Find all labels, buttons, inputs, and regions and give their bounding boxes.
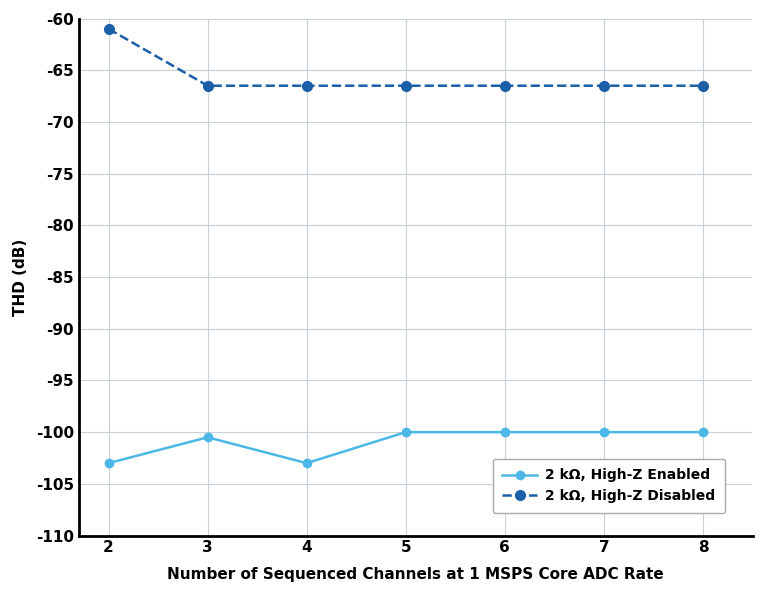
2 kΩ, High-Z Disabled	[500, 82, 509, 89]
2 kΩ, High-Z Disabled	[302, 82, 311, 89]
Legend: 2 kΩ, High-Z Enabled, 2 kΩ, High-Z Disabled: 2 kΩ, High-Z Enabled, 2 kΩ, High-Z Disab…	[493, 459, 725, 513]
X-axis label: Number of Sequenced Channels at 1 MSPS Core ADC Rate: Number of Sequenced Channels at 1 MSPS C…	[168, 567, 664, 582]
2 kΩ, High-Z Enabled	[203, 434, 212, 441]
2 kΩ, High-Z Enabled	[599, 428, 608, 435]
2 kΩ, High-Z Enabled	[104, 460, 113, 467]
Line: 2 kΩ, High-Z Enabled: 2 kΩ, High-Z Enabled	[104, 428, 707, 467]
2 kΩ, High-Z Enabled	[500, 428, 509, 435]
Line: 2 kΩ, High-Z Disabled: 2 kΩ, High-Z Disabled	[104, 24, 708, 90]
2 kΩ, High-Z Enabled	[302, 460, 311, 467]
2 kΩ, High-Z Disabled	[104, 26, 113, 33]
2 kΩ, High-Z Enabled	[698, 428, 708, 435]
2 kΩ, High-Z Disabled	[203, 82, 212, 89]
2 kΩ, High-Z Enabled	[401, 428, 410, 435]
2 kΩ, High-Z Disabled	[698, 82, 708, 89]
Y-axis label: THD (dB): THD (dB)	[12, 238, 28, 315]
2 kΩ, High-Z Disabled	[599, 82, 608, 89]
2 kΩ, High-Z Disabled	[401, 82, 410, 89]
